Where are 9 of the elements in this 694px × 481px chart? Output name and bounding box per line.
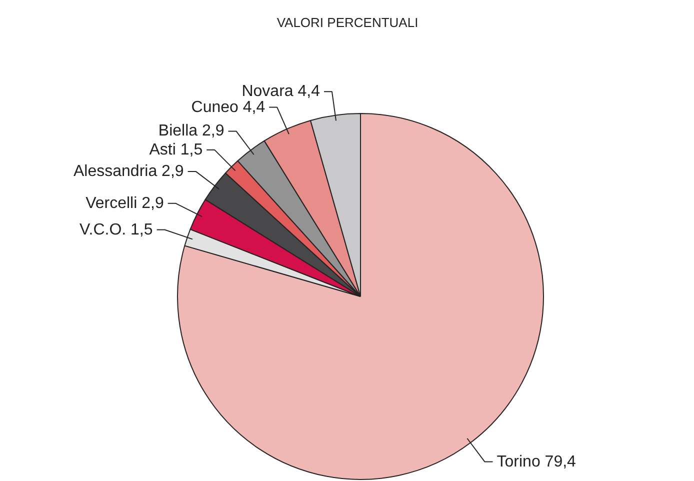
slice-label: Vercelli 2,9 <box>86 194 164 212</box>
slice-label: Alessandria 2,9 <box>74 162 184 180</box>
slice-label: V.C.O. 1,5 <box>80 221 153 238</box>
slice-label: Novara 4,4 <box>242 83 320 100</box>
slice-label: Biella 2,9 <box>158 122 224 140</box>
slice-label: Asti 1,5 <box>149 141 203 158</box>
slice-label: Cuneo 4,4 <box>191 98 266 116</box>
slice-label: Torino 79,4 <box>496 453 576 470</box>
chart-title: VALORI PERCENTUALI <box>276 15 418 30</box>
